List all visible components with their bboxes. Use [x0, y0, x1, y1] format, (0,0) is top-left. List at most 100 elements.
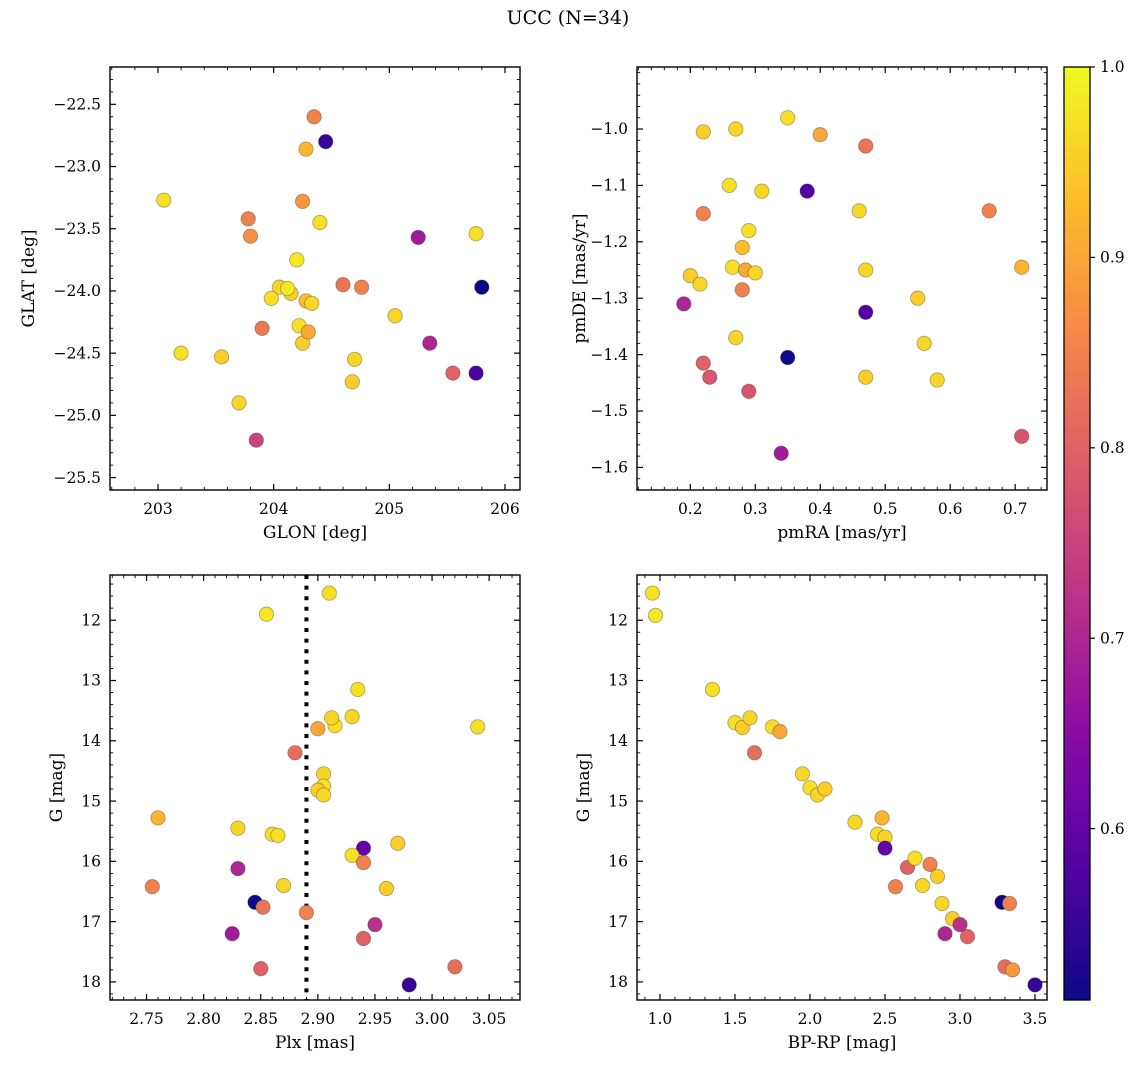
panel-glon-glat: 203 204 205 206 −25.5 −25.0 −24.5 −24.0 −23.5 −23…: [19, 66, 521, 543]
data-point: [1014, 259, 1030, 275]
data-point: [213, 349, 230, 365]
data-point: [410, 229, 426, 246]
data-point: [289, 252, 305, 268]
y-tick-label: −24.0: [54, 282, 102, 300]
colorbar-frame: [1063, 66, 1091, 1001]
y-tick-label: −23.5: [54, 220, 102, 238]
axes-frame: [636, 66, 1048, 491]
y-tick-label: 15: [608, 792, 628, 810]
data-point: [934, 895, 950, 912]
data-point: [275, 877, 292, 894]
data-point: [780, 349, 796, 366]
data-point: [692, 276, 708, 292]
data-point: [242, 228, 259, 244]
y-tick-label: 13: [608, 672, 628, 690]
data-point: [877, 840, 893, 856]
data-point: [468, 365, 484, 381]
y-tick-label: 12: [608, 611, 628, 629]
data-point: [298, 904, 315, 921]
axes-frame: [109, 66, 521, 491]
x-tick-label: 2.75: [129, 1010, 164, 1028]
y-tick-label: −23.0: [54, 158, 102, 176]
data-point: [287, 745, 303, 761]
data-point: [728, 121, 744, 137]
y-tick-label: −25.0: [54, 407, 102, 425]
colorbar-tick-label: 0.6: [1100, 820, 1125, 838]
x-tick-label: 0.6: [938, 500, 963, 518]
figure-title: UCC (N=34): [506, 7, 630, 29]
data-point: [378, 880, 395, 897]
x-tick-label: 2.85: [243, 1010, 278, 1028]
x-tick-label: 0.3: [743, 500, 768, 518]
data-point: [1001, 895, 1018, 912]
x-axis-label: Plx [mas]: [275, 1033, 355, 1053]
data-point: [858, 138, 874, 154]
x-tick-label: 2.5: [873, 1010, 898, 1028]
data-point: [344, 374, 360, 390]
data-point: [263, 290, 279, 307]
y-tick-label: 15: [81, 792, 101, 810]
y-axis-label: pmDE [mas/yr]: [570, 213, 590, 343]
data-point: [346, 351, 363, 368]
data-point: [741, 222, 757, 239]
y-axis-label: G [mag]: [574, 753, 594, 822]
x-tick-label: 1.5: [723, 1010, 748, 1028]
x-tick-label: 3.0: [948, 1010, 973, 1028]
y-tick-label: −25.5: [54, 469, 102, 487]
data-point: [907, 850, 923, 866]
axes-frame: [109, 574, 521, 1001]
panel-pmra-pmde: 0.2 0.3 0.4 0.5 0.6 0.7 −1.6 −1.5 −1.4 −1.3 −1.2 −1…: [570, 66, 1048, 543]
y-tick-label: 18: [81, 973, 101, 991]
data-point: [959, 929, 976, 945]
y-axis-label: G [mag]: [47, 753, 67, 822]
data-point: [702, 369, 718, 385]
data-point: [474, 279, 490, 295]
data-point: [817, 781, 833, 797]
data-point: [734, 239, 750, 256]
x-tick-label: 3.00: [415, 1010, 450, 1028]
data-point: [350, 681, 366, 698]
data-point: [847, 814, 863, 830]
x-tick-label: 3.05: [472, 1010, 507, 1028]
y-tick-label: 14: [608, 732, 628, 750]
data-point: [1014, 428, 1030, 445]
data-point: [344, 709, 360, 725]
data-point: [390, 835, 406, 851]
data-point: [230, 860, 246, 877]
colorbar-tick-label: 0.7: [1100, 629, 1125, 647]
data-point: [695, 355, 711, 371]
x-tick-label: 205: [375, 500, 405, 518]
data-point: [1027, 977, 1043, 993]
data-point: [306, 109, 322, 125]
x-axis-label: GLON [deg]: [263, 523, 367, 543]
x-tick-label: 2.95: [358, 1010, 393, 1028]
data-point: [676, 296, 692, 312]
x-tick-label: 1.0: [648, 1010, 673, 1028]
y-tick-label: 14: [81, 732, 101, 750]
data-point: [812, 127, 828, 143]
data-point: [929, 868, 946, 885]
data-point: [734, 282, 750, 298]
y-tick-label: 18: [608, 973, 628, 991]
data-point: [794, 766, 811, 782]
data-point: [445, 365, 461, 381]
data-point: [874, 810, 890, 826]
data-point: [355, 854, 372, 871]
data-point: [468, 226, 484, 242]
y-tick-label: 16: [81, 853, 101, 871]
data-point: [422, 335, 438, 351]
data-point: [255, 899, 271, 915]
y-tick-label: 12: [81, 611, 101, 629]
data-point: [772, 724, 788, 740]
data-point: [318, 133, 334, 150]
data-point: [981, 203, 997, 219]
data-point: [230, 820, 246, 836]
data-point: [355, 930, 372, 947]
data-point: [1004, 962, 1021, 978]
data-point: [315, 787, 332, 803]
data-point: [704, 681, 721, 698]
data-point: [387, 308, 403, 324]
data-point: [310, 721, 326, 737]
data-point: [173, 345, 189, 361]
